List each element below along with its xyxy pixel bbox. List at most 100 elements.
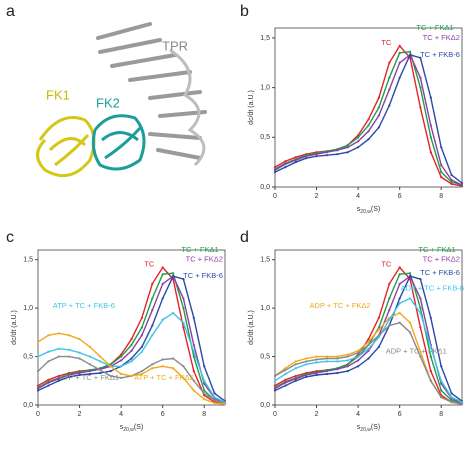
data-point	[140, 350, 143, 353]
data-point	[440, 146, 443, 149]
data-point	[78, 338, 81, 341]
data-point	[294, 156, 297, 159]
data-point	[336, 149, 339, 152]
data-point	[273, 374, 277, 378]
data-point	[367, 118, 370, 121]
series-label: TC + FKΔ2	[423, 255, 460, 264]
data-point	[223, 402, 227, 406]
data-point	[294, 360, 297, 363]
data-point	[161, 273, 164, 276]
plot-frame	[274, 249, 463, 406]
data-point	[284, 369, 287, 372]
data-point	[305, 155, 308, 158]
data-point	[192, 379, 195, 382]
data-point	[388, 318, 391, 321]
data-point	[273, 389, 277, 392]
data-point	[440, 382, 443, 385]
data-point	[47, 334, 50, 337]
data-point	[357, 349, 360, 352]
data-point	[419, 307, 422, 310]
data-point	[294, 374, 297, 378]
data-point	[161, 365, 164, 368]
data-point	[336, 153, 339, 156]
data-point	[419, 277, 422, 281]
series-label: ATP + TC + FKΔ1	[59, 373, 119, 382]
data-point	[273, 169, 277, 172]
data-point	[419, 326, 422, 329]
x-tick-label: 6	[398, 193, 402, 200]
panel-label: a	[6, 3, 15, 20]
data-point	[182, 321, 185, 324]
data-point	[367, 130, 370, 133]
data-point	[161, 266, 164, 269]
data-point	[171, 367, 175, 370]
data-point	[450, 400, 453, 404]
data-point	[203, 394, 206, 397]
panel-label: d	[240, 229, 249, 246]
data-point	[346, 359, 349, 362]
series-label: ATP + TC + FKB-6	[53, 301, 115, 310]
data-point	[140, 369, 143, 373]
data-point	[99, 369, 102, 372]
data-point	[315, 358, 318, 361]
data-point	[68, 334, 71, 337]
data-point	[171, 275, 175, 278]
data-point	[68, 348, 71, 351]
data-point	[325, 154, 329, 157]
data-point	[429, 316, 432, 319]
data-point	[68, 375, 71, 379]
data-point	[68, 373, 71, 377]
y-tick-label: 0,0	[260, 184, 270, 191]
data-point	[88, 372, 92, 376]
data-point	[419, 355, 422, 358]
data-point	[78, 357, 81, 360]
x-tick-label: 0	[36, 411, 40, 418]
data-point	[305, 360, 308, 363]
data-point	[192, 355, 195, 358]
data-point	[460, 181, 464, 185]
y-tick-label: 0,0	[260, 402, 270, 409]
data-point	[47, 378, 50, 381]
data-point	[346, 151, 349, 154]
data-point	[182, 365, 185, 368]
data-point	[315, 153, 318, 156]
y-tick-label: 1,5	[260, 35, 270, 42]
x-tick-label: 6	[161, 411, 165, 418]
data-point	[273, 387, 277, 390]
data-point	[367, 138, 370, 141]
data-point	[140, 316, 143, 319]
data-point	[346, 353, 349, 356]
data-point	[336, 360, 339, 363]
data-point	[429, 136, 432, 139]
data-point	[315, 361, 318, 364]
series-label: ADP + TC + FKΔ1	[386, 347, 447, 356]
data-point	[377, 126, 380, 129]
x-tick-label: 2	[315, 411, 319, 418]
data-point	[346, 355, 349, 358]
data-point	[161, 318, 164, 321]
data-point	[192, 316, 195, 319]
data-point	[203, 392, 206, 395]
y-tick-label: 1,5	[260, 257, 270, 264]
helix	[169, 48, 206, 167]
data-point	[284, 381, 287, 384]
y-axis-label: dc/dt (a.U.)	[248, 310, 255, 345]
data-point	[450, 392, 453, 395]
y-axis-label: dc/dt (a.U.)	[248, 90, 255, 125]
data-point	[36, 369, 40, 373]
data-point	[213, 399, 216, 402]
data-point	[388, 88, 391, 91]
structure-label: FK2	[96, 95, 120, 110]
data-point	[419, 311, 422, 315]
data-point	[336, 357, 339, 360]
data-point	[429, 345, 432, 348]
data-point	[57, 332, 60, 335]
data-point	[377, 114, 380, 117]
data-point	[325, 372, 329, 376]
data-point	[57, 355, 60, 358]
data-point	[419, 297, 422, 300]
x-tick-label: 8	[439, 411, 443, 418]
data-point	[109, 365, 112, 368]
x-axis-label-part: s	[357, 424, 361, 431]
data-point	[398, 44, 401, 47]
